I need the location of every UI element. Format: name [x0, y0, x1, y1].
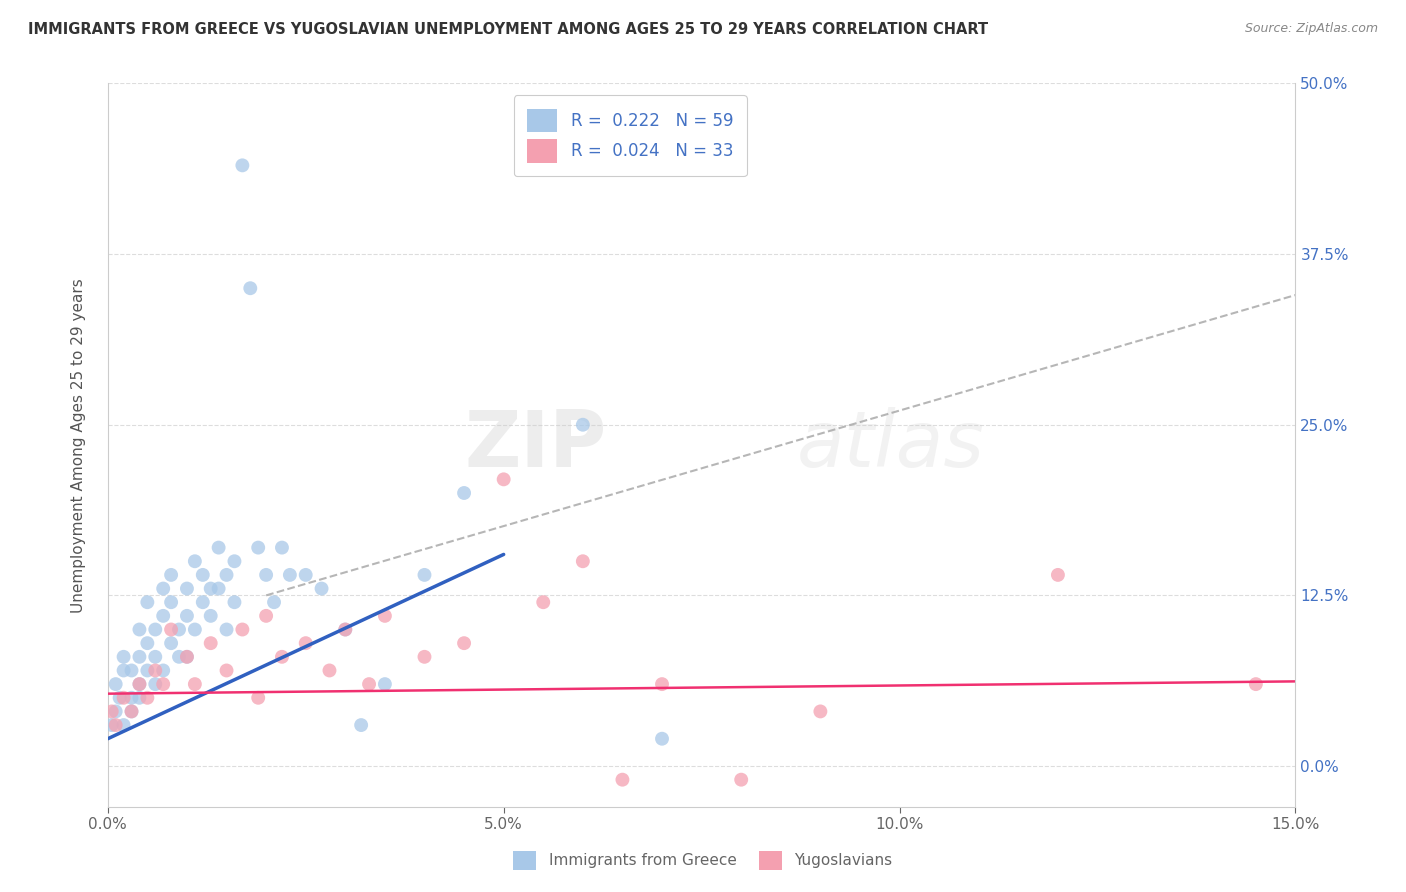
Point	[143, 649, 166, 664]
Point	[184, 554, 207, 568]
Legend: Immigrants from Greece, Yugoslavians: Immigrants from Greece, Yugoslavians	[506, 843, 900, 877]
Point	[128, 677, 150, 691]
Point	[335, 623, 357, 637]
Point	[152, 677, 174, 691]
Point	[160, 595, 183, 609]
Point	[271, 541, 294, 555]
Point	[263, 595, 285, 609]
Point	[184, 677, 207, 691]
Point	[651, 731, 673, 746]
Point	[136, 595, 159, 609]
Point	[572, 417, 595, 432]
Point	[167, 649, 190, 664]
Point	[104, 718, 127, 732]
Point	[374, 677, 396, 691]
Point	[318, 664, 340, 678]
Point	[136, 636, 159, 650]
Point	[1244, 677, 1267, 691]
Point	[224, 595, 246, 609]
Point	[254, 568, 277, 582]
Text: atlas: atlas	[797, 408, 984, 483]
Point	[612, 772, 634, 787]
Point	[191, 595, 214, 609]
Point	[128, 649, 150, 664]
Point	[311, 582, 333, 596]
Point	[335, 623, 357, 637]
Point	[100, 705, 122, 719]
Point	[350, 718, 373, 732]
Point	[176, 649, 198, 664]
Point	[176, 608, 198, 623]
Point	[160, 623, 183, 637]
Point	[184, 623, 207, 637]
Point	[231, 158, 253, 172]
Point	[152, 582, 174, 596]
Point	[112, 690, 135, 705]
Point	[294, 568, 316, 582]
Point	[128, 623, 150, 637]
Point	[136, 664, 159, 678]
Point	[121, 690, 143, 705]
Point	[730, 772, 752, 787]
Point	[104, 677, 127, 691]
Point	[108, 690, 131, 705]
Point	[572, 554, 595, 568]
Point	[112, 664, 135, 678]
Point	[278, 568, 301, 582]
Point	[453, 636, 475, 650]
Point	[294, 636, 316, 650]
Legend: R =  0.222   N = 59, R =  0.024   N = 33: R = 0.222 N = 59, R = 0.024 N = 33	[515, 95, 747, 176]
Point	[121, 705, 143, 719]
Point	[247, 541, 270, 555]
Point	[215, 623, 238, 637]
Point	[215, 664, 238, 678]
Point	[492, 472, 515, 486]
Y-axis label: Unemployment Among Ages 25 to 29 years: Unemployment Among Ages 25 to 29 years	[72, 277, 86, 613]
Text: ZIP: ZIP	[464, 408, 606, 483]
Point	[176, 582, 198, 596]
Point	[1046, 568, 1069, 582]
Point	[121, 705, 143, 719]
Point	[128, 677, 150, 691]
Point	[100, 718, 122, 732]
Point	[357, 677, 380, 691]
Point	[143, 677, 166, 691]
Point	[413, 568, 436, 582]
Point	[271, 649, 294, 664]
Point	[191, 568, 214, 582]
Point	[374, 608, 396, 623]
Point	[413, 649, 436, 664]
Point	[143, 623, 166, 637]
Point	[207, 582, 229, 596]
Point	[254, 608, 277, 623]
Point	[247, 690, 270, 705]
Point	[104, 705, 127, 719]
Point	[160, 636, 183, 650]
Point	[200, 636, 222, 650]
Point	[531, 595, 554, 609]
Text: Source: ZipAtlas.com: Source: ZipAtlas.com	[1244, 22, 1378, 36]
Point	[453, 486, 475, 500]
Point	[112, 649, 135, 664]
Point	[136, 690, 159, 705]
Point	[200, 608, 222, 623]
Point	[152, 664, 174, 678]
Point	[167, 623, 190, 637]
Point	[231, 623, 253, 637]
Point	[121, 664, 143, 678]
Point	[128, 690, 150, 705]
Point	[651, 677, 673, 691]
Point	[224, 554, 246, 568]
Point	[160, 568, 183, 582]
Point	[215, 568, 238, 582]
Text: IMMIGRANTS FROM GREECE VS YUGOSLAVIAN UNEMPLOYMENT AMONG AGES 25 TO 29 YEARS COR: IMMIGRANTS FROM GREECE VS YUGOSLAVIAN UN…	[28, 22, 988, 37]
Point	[808, 705, 831, 719]
Point	[176, 649, 198, 664]
Point	[207, 541, 229, 555]
Point	[152, 608, 174, 623]
Point	[143, 664, 166, 678]
Point	[200, 582, 222, 596]
Point	[112, 718, 135, 732]
Point	[239, 281, 262, 295]
